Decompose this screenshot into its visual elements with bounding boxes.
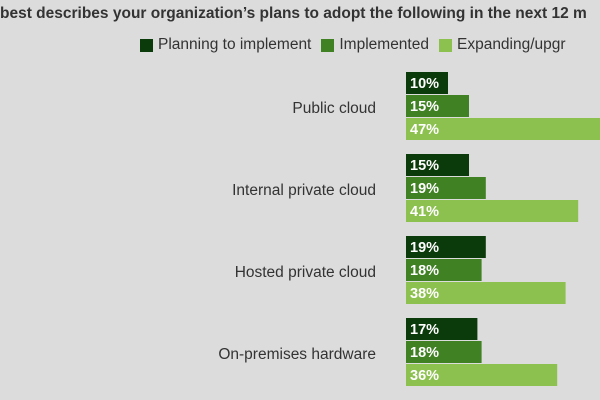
legend-label-expanding: Expanding/upgr xyxy=(456,36,566,53)
category-label-public-cloud: Public cloud xyxy=(292,100,376,117)
bar-internal-private-cloud-implemented xyxy=(406,177,486,199)
bar-label-public-cloud-implemented: 15% xyxy=(410,99,439,115)
bar-internal-private-cloud-expanding xyxy=(406,200,579,222)
legend-label-planning: Planning to implement xyxy=(158,36,312,53)
bar-label-hosted-private-cloud-implemented: 18% xyxy=(410,263,439,279)
bar-label-public-cloud-expanding: 47% xyxy=(410,122,439,138)
bar-public-cloud-planning xyxy=(406,72,448,94)
legend-item-implemented: Implemented xyxy=(321,36,429,54)
chart-title: best describes your organization’s plans… xyxy=(0,5,587,22)
legend-swatch-expanding xyxy=(438,38,452,52)
bar-public-cloud-implemented xyxy=(406,95,469,117)
legend-swatch-implemented xyxy=(321,38,335,52)
bar-label-internal-private-cloud-expanding: 41% xyxy=(410,204,439,220)
bar-hosted-private-cloud-expanding xyxy=(406,282,566,304)
bar-on-premises-hardware-expanding xyxy=(406,364,558,386)
bar-label-public-cloud-planning: 10% xyxy=(410,76,439,92)
category-label-internal-private-cloud: Internal private cloud xyxy=(232,182,376,199)
bar-label-hosted-private-cloud-planning: 19% xyxy=(410,240,439,256)
bar-label-internal-private-cloud-planning: 15% xyxy=(410,158,439,174)
bar-internal-private-cloud-planning xyxy=(406,154,469,176)
bar-label-on-premises-hardware-implemented: 18% xyxy=(410,345,439,361)
bar-hosted-private-cloud-planning xyxy=(406,236,486,258)
bar-label-on-premises-hardware-planning: 17% xyxy=(410,322,439,338)
bar-hosted-private-cloud-implemented xyxy=(406,259,482,281)
bar-label-hosted-private-cloud-expanding: 38% xyxy=(410,286,439,302)
legend: Planning to implement Implemented Expand… xyxy=(140,36,576,54)
category-label-on-premises-hardware: On-premises hardware xyxy=(218,346,376,363)
legend-swatch-planning xyxy=(140,38,153,52)
bar-label-internal-private-cloud-implemented: 19% xyxy=(410,181,439,197)
bar-on-premises-hardware-implemented xyxy=(406,341,482,363)
legend-item-expanding: Expanding/upgr xyxy=(438,36,566,54)
legend-item-planning: Planning to implement xyxy=(140,36,311,54)
bar-on-premises-hardware-planning xyxy=(406,318,478,340)
category-label-hosted-private-cloud: Hosted private cloud xyxy=(235,264,376,281)
bar-public-cloud-expanding xyxy=(406,118,600,140)
legend-label-implemented: Implemented xyxy=(339,36,429,53)
bar-label-on-premises-hardware-expanding: 36% xyxy=(410,368,439,384)
